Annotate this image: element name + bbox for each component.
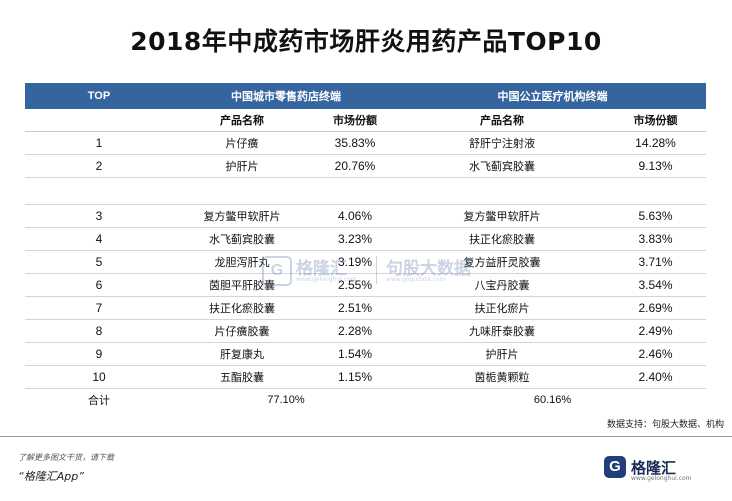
rank-cell: 8 — [25, 319, 173, 343]
retail-product-cell: 龙胆泻肝丸 — [173, 250, 311, 274]
table-row: 8 片仔癀胶囊 2.28% 九味肝泰胶囊 2.49% — [25, 319, 706, 343]
table-spacer-row — [25, 177, 706, 205]
retail-product-cell: 五酯胶囊 — [173, 365, 311, 389]
retail-share-cell: 2.51% — [311, 296, 399, 320]
watermark: G 格隆汇 www.gelonghui.com 句股大数据 www.goguda… — [262, 252, 492, 288]
public-product-cell: 舒肝宁注射液 — [399, 131, 605, 155]
retail-share-cell: 1.15% — [311, 365, 399, 389]
total-label: 合计 — [88, 394, 110, 407]
data-source: 数据支持：句股大数据、机构 — [606, 420, 724, 430]
rank-cell: 6 — [25, 273, 173, 297]
logo-name: 格隆汇 — [631, 459, 677, 477]
table-row: 2 护肝片 20.76% 水飞蓟宾胶囊 9.13% — [25, 154, 706, 178]
public-product-cell: 扶正化瘀片 — [399, 296, 605, 320]
retail-share-cell: 2.28% — [311, 319, 399, 343]
rank-cell: 4 — [25, 227, 173, 251]
retail-product-cell: 片仔癀胶囊 — [173, 319, 311, 343]
rank-cell: 10 — [25, 365, 173, 389]
retail-share-cell: 1.54% — [311, 342, 399, 366]
subheader-public-share: 市场份额 — [605, 109, 706, 132]
public-share-cell: 5.63% — [605, 204, 706, 228]
retail-product-cell: 茵胆平肝胶囊 — [173, 273, 311, 297]
retail-share-cell: 3.23% — [311, 227, 399, 251]
table-row: 9 肝复康丸 1.54% 护肝片 2.46% — [25, 342, 706, 366]
subheader-retail-share: 市场份额 — [311, 109, 399, 132]
watermark-url-1: www.gelonghui.com — [296, 276, 357, 283]
total-retail-share: 77.10% — [267, 394, 305, 406]
subheader-retail-name: 产品名称 — [173, 109, 311, 132]
retail-product-cell: 片仔癀 — [173, 131, 311, 155]
public-product-cell: 九味肝泰胶囊 — [399, 319, 605, 343]
watermark-name-2: 句股大数据 — [386, 259, 471, 279]
rank-cell: 2 — [25, 154, 173, 178]
promo-line-1: 了解更多图文干货，请下载 — [18, 453, 114, 462]
public-share-cell: 2.46% — [605, 342, 706, 366]
promo-line-2: “格隆汇App” — [18, 470, 84, 483]
table-row: 1 片仔癀 35.83% 舒肝宁注射液 14.28% — [25, 131, 706, 155]
public-share-cell: 2.40% — [605, 365, 706, 389]
table-row: 5 龙胆泻肝丸 3.19% 复方益肝灵胶囊 3.71% — [25, 250, 706, 274]
public-product-cell: 护肝片 — [399, 342, 605, 366]
table-total-row: 合计 77.10% 60.16% — [25, 389, 706, 412]
header-top: TOP — [25, 83, 173, 109]
retail-share-cell: 4.06% — [311, 204, 399, 228]
header-public-terminal: 中国公立医疗机构终端 — [399, 83, 706, 109]
retail-product-cell: 水飞蓟宾胶囊 — [173, 227, 311, 251]
retail-share-cell: 3.19% — [311, 250, 399, 274]
public-product-cell: 水飞蓟宾胶囊 — [399, 154, 605, 178]
watermark-divider — [376, 256, 377, 284]
public-share-cell: 14.28% — [605, 131, 706, 155]
public-product-cell: 复方鳖甲软肝片 — [399, 204, 605, 228]
retail-product-cell: 扶正化瘀胶囊 — [173, 296, 311, 320]
retail-product-cell: 护肝片 — [173, 154, 311, 178]
footer-divider — [0, 436, 732, 437]
public-share-cell: 2.69% — [605, 296, 706, 320]
header-retail-terminal: 中国城市零售药店终端 — [173, 83, 399, 109]
logo-url: www.gelonghui.com — [631, 475, 692, 482]
logo-mark-icon: G — [604, 456, 626, 478]
market-share-table: TOP 中国城市零售药店终端 中国公立医疗机构终端 产品名称 市场份额 产品名称… — [25, 83, 706, 411]
table-row: 6 茵胆平肝胶囊 2.55% 八宝丹胶囊 3.54% — [25, 273, 706, 297]
page-title: 2018年中成药市场肝炎用药产品TOP10 — [130, 27, 602, 56]
retail-product-cell: 肝复康丸 — [173, 342, 311, 366]
rank-cell: 3 — [25, 204, 173, 228]
public-share-cell: 3.83% — [605, 227, 706, 251]
table-row: 10 五酯胶囊 1.15% 茵栀黄颗粒 2.40% — [25, 365, 706, 389]
retail-share-cell: 35.83% — [311, 131, 399, 155]
public-share-cell: 3.54% — [605, 273, 706, 297]
rank-cell: 9 — [25, 342, 173, 366]
public-product-cell: 扶正化瘀胶囊 — [399, 227, 605, 251]
rank-cell: 1 — [25, 131, 173, 155]
public-share-cell: 9.13% — [605, 154, 706, 178]
rank-cell: 5 — [25, 250, 173, 274]
public-share-cell: 2.49% — [605, 319, 706, 343]
brand-logo: G 格隆汇 www.gelonghui.com — [604, 456, 714, 482]
public-product-cell: 八宝丹胶囊 — [399, 273, 605, 297]
retail-share-cell: 20.76% — [311, 154, 399, 178]
subheader-public-name: 产品名称 — [399, 109, 605, 132]
watermark-name-1: 格隆汇 — [296, 259, 347, 279]
watermark-url-2: www.gogudata.com — [386, 276, 446, 283]
table-row: 4 水飞蓟宾胶囊 3.23% 扶正化瘀胶囊 3.83% — [25, 227, 706, 251]
table-row: 3 复方鳖甲软肝片 4.06% 复方鳖甲软肝片 5.63% — [25, 204, 706, 228]
total-public-share: 60.16% — [533, 394, 572, 406]
public-product-cell: 茵栀黄颗粒 — [399, 365, 605, 389]
public-product-cell: 复方益肝灵胶囊 — [399, 250, 605, 274]
table-row: 7 扶正化瘀胶囊 2.51% 扶正化瘀片 2.69% — [25, 296, 706, 320]
retail-share-cell: 2.55% — [311, 273, 399, 297]
rank-cell: 7 — [25, 296, 173, 320]
retail-product-cell: 复方鳖甲软肝片 — [173, 204, 311, 228]
watermark-logo-icon: G — [262, 256, 292, 286]
table-header-row: TOP 中国城市零售药店终端 中国公立医疗机构终端 — [25, 83, 706, 109]
table-subheader-row: 产品名称 市场份额 产品名称 市场份额 — [25, 109, 706, 132]
public-share-cell: 3.71% — [605, 250, 706, 274]
